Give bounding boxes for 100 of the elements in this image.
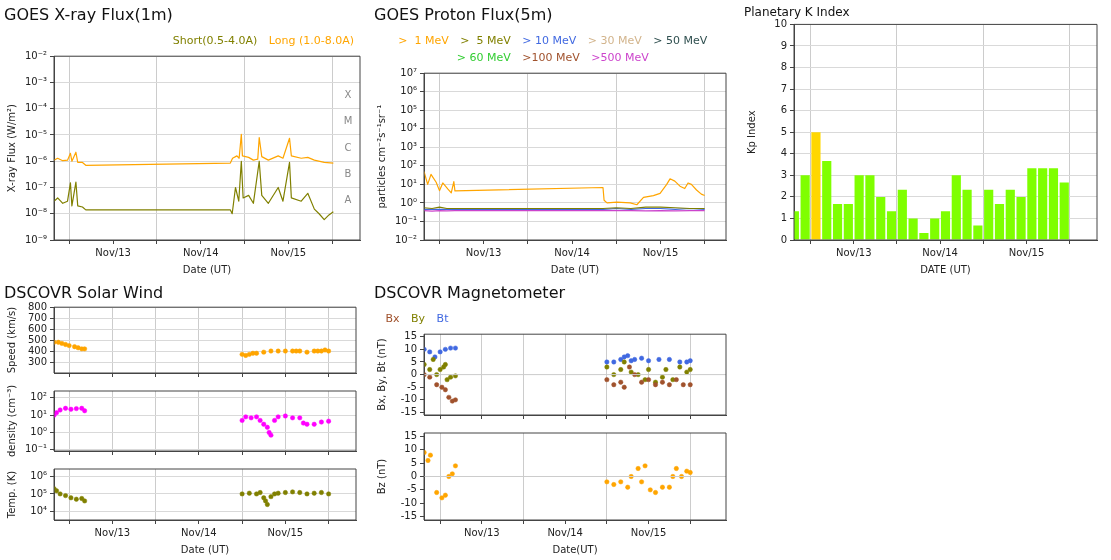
y-tick-label: 2 bbox=[780, 190, 787, 202]
y-tick-label: 600 bbox=[27, 322, 47, 334]
y-tick-label: 0 bbox=[410, 368, 417, 380]
y-tick-label: 10⁵ bbox=[30, 487, 47, 499]
annotation: M bbox=[343, 115, 353, 127]
x-tick-label: Nov/14 bbox=[182, 246, 219, 258]
legend-label: >100 MeV bbox=[522, 50, 581, 64]
x-tick-label: Nov/15 bbox=[630, 526, 667, 538]
y-tick-label: 500 bbox=[27, 333, 47, 345]
text: Bt bbox=[436, 311, 450, 325]
y-axis-title: Bz (nT) bbox=[375, 458, 387, 495]
y-tick-label: 10 bbox=[404, 342, 417, 354]
legend-label: > 60 MeV bbox=[456, 50, 512, 64]
y-tick-label: 10⁻⁸ bbox=[24, 207, 47, 219]
x-tick-label: Nov/14 bbox=[554, 246, 590, 258]
y-tick-label: 5 bbox=[410, 456, 417, 468]
x-tick-label: Nov/15 bbox=[642, 246, 679, 258]
y-tick-label: 10⁴ bbox=[400, 122, 417, 134]
x-tick-label: Nov/14 bbox=[547, 526, 583, 538]
x-tick-label: Nov/14 bbox=[181, 526, 217, 538]
y-axis-title: X-ray Flux (W/m²) bbox=[5, 103, 17, 193]
x-axis-title: Date (UT) bbox=[180, 543, 230, 555]
chart-title: GOES Proton Flux(5m) bbox=[374, 4, 553, 24]
x-axis-title: DATE (UT) bbox=[920, 263, 971, 275]
y-tick-label: 10⁻⁹ bbox=[24, 233, 47, 245]
y-tick-label: 10⁻¹ bbox=[394, 215, 417, 227]
y-tick-label: 0 bbox=[410, 470, 417, 482]
y-axis-title: particles cm⁻²s⁻¹sr⁻¹ bbox=[375, 104, 387, 209]
y-tick-label: 15 bbox=[404, 330, 417, 342]
x-tick-label: Nov/15 bbox=[1008, 246, 1045, 258]
x-axis-title: Date(UT) bbox=[552, 543, 598, 555]
y-tick-label: 8 bbox=[780, 61, 787, 73]
y-tick-label: 10¹ bbox=[400, 177, 417, 189]
chart-title: DSCOVR Solar Wind bbox=[4, 282, 164, 302]
y-tick-label: 7 bbox=[780, 82, 787, 94]
x-axis-title: Date (UT) bbox=[182, 263, 232, 275]
y-tick-label: -5 bbox=[407, 483, 417, 495]
x-tick-label: Nov/13 bbox=[95, 246, 131, 258]
y-tick-label: 10⁻⁵ bbox=[24, 128, 47, 140]
y-tick-label: 10⁶ bbox=[400, 85, 417, 97]
y-tick-label: 4 bbox=[780, 147, 787, 159]
annotation: X bbox=[344, 89, 352, 101]
y-axis-title: Kp Index bbox=[745, 110, 757, 155]
y-tick-label: 5 bbox=[780, 125, 787, 137]
x-tick-label: Nov/13 bbox=[94, 526, 131, 538]
legend-label: > 30 MeV bbox=[587, 33, 643, 47]
y-tick-label: 10⁻² bbox=[394, 233, 417, 245]
y-tick-label: -5 bbox=[407, 380, 417, 392]
annotation: B bbox=[344, 167, 352, 179]
y-tick-label: 10¹ bbox=[30, 408, 47, 420]
y-tick-label: 15 bbox=[404, 430, 417, 442]
x-tick-label: Nov/14 bbox=[922, 246, 958, 258]
y-tick-label: 1 bbox=[780, 212, 787, 224]
y-axis-title: density (cm⁻³) bbox=[5, 384, 17, 458]
y-tick-label: 10⁷ bbox=[400, 66, 417, 78]
text: >500 MeV bbox=[591, 50, 650, 64]
y-tick-label: 10⁻⁶ bbox=[24, 154, 47, 166]
y-tick-label: 10⁻⁴ bbox=[24, 102, 47, 114]
annotation: A bbox=[344, 194, 352, 206]
y-tick-label: -15 bbox=[400, 406, 417, 418]
y-tick-label: 10 bbox=[774, 17, 787, 29]
text: Short(0.5-4.0A) bbox=[172, 33, 258, 47]
y-tick-label: 700 bbox=[27, 311, 47, 323]
x-tick-label: Nov/15 bbox=[270, 246, 307, 258]
y-tick-label: 6 bbox=[780, 104, 787, 116]
x-tick-label: Nov/15 bbox=[267, 526, 304, 538]
y-tick-label: 10² bbox=[30, 391, 47, 403]
y-axis-title: Temp. (K) bbox=[5, 470, 17, 520]
y-tick-label: -10 bbox=[400, 393, 417, 405]
y-tick-label: -15 bbox=[400, 510, 417, 522]
y-tick-label: 300 bbox=[27, 355, 47, 367]
y-tick-label: 3 bbox=[780, 168, 787, 180]
y-tick-label: 10 bbox=[404, 443, 417, 455]
y-tick-label: 10² bbox=[400, 159, 417, 171]
y-axis-title: Bx, By, Bt (nT) bbox=[375, 338, 387, 411]
y-tick-label: 10⁶ bbox=[30, 469, 47, 481]
y-tick-label: 10⁻⁷ bbox=[24, 181, 47, 193]
chart-title: GOES X-ray Flux(1m) bbox=[4, 4, 173, 24]
text: By bbox=[411, 311, 426, 325]
y-tick-label: 10⁻³ bbox=[24, 76, 47, 88]
x-tick-label: Nov/13 bbox=[465, 246, 502, 258]
text: > 1 MeV bbox=[398, 33, 450, 47]
y-tick-label: 9 bbox=[780, 39, 787, 51]
annotation: C bbox=[344, 141, 352, 153]
chart-title: Planetary K Index bbox=[744, 5, 850, 20]
y-tick-label: 10⁰ bbox=[400, 196, 417, 208]
text: Bx bbox=[385, 311, 401, 325]
y-tick-label: 10⁻² bbox=[24, 49, 47, 61]
y-tick-label: 10⁵ bbox=[400, 103, 417, 115]
y-tick-label: 10³ bbox=[400, 140, 417, 152]
y-tick-label: -10 bbox=[400, 496, 417, 508]
y-tick-label: 800 bbox=[27, 300, 47, 312]
y-tick-label: 5 bbox=[410, 355, 417, 367]
y-tick-label: 400 bbox=[27, 344, 47, 356]
x-axis-title: Date (UT) bbox=[550, 263, 600, 275]
y-tick-label: 0 bbox=[780, 233, 787, 245]
legend-label: > 50 MeV bbox=[653, 33, 708, 47]
text: Long (1.0-8.0A) bbox=[268, 33, 355, 47]
y-tick-label: 10⁴ bbox=[30, 505, 47, 517]
x-tick-label: Nov/13 bbox=[464, 526, 500, 538]
